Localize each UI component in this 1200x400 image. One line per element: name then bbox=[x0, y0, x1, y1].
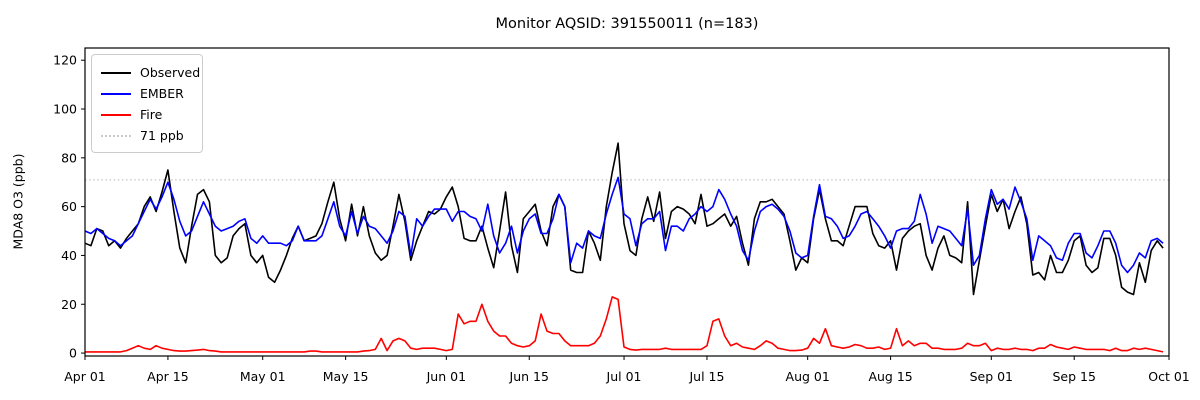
x-tick-label: Jun 01 bbox=[426, 369, 466, 384]
legend-label: 71 ppb bbox=[140, 128, 184, 143]
y-tick-label: 100 bbox=[53, 102, 77, 117]
legend-item-ember: EMBER bbox=[101, 83, 192, 104]
x-tick-label: Apr 01 bbox=[64, 369, 106, 384]
x-tick-label: Aug 01 bbox=[786, 369, 830, 384]
y-tick-label: 60 bbox=[61, 199, 77, 214]
x-tick-label: May 15 bbox=[323, 369, 369, 384]
x-tick-label: Aug 15 bbox=[868, 369, 912, 384]
observed-line bbox=[84, 142, 1164, 296]
chart-title: Monitor AQSID: 391550011 (n=183) bbox=[495, 16, 759, 32]
x-tick-label: Jul 01 bbox=[606, 369, 642, 384]
legend-line-sample bbox=[101, 113, 131, 116]
x-tick-label: Jun 15 bbox=[509, 369, 549, 384]
legend-line-sample bbox=[101, 134, 131, 137]
legend-item-71-ppb: 71 ppb bbox=[101, 125, 192, 146]
legend-item-fire: Fire bbox=[101, 104, 192, 125]
ember-line bbox=[84, 176, 1164, 274]
legend-label: Fire bbox=[140, 107, 163, 122]
y-tick-label: 80 bbox=[61, 150, 77, 165]
plot-frame bbox=[84, 47, 1170, 357]
legend-label: EMBER bbox=[140, 86, 184, 101]
legend-item-observed: Observed bbox=[101, 62, 200, 83]
x-tick-label: Sep 15 bbox=[1052, 369, 1095, 384]
x-tick-label: Jul 15 bbox=[688, 369, 724, 384]
legend-line-sample bbox=[101, 71, 131, 74]
y-tick-label: 20 bbox=[61, 297, 77, 312]
legend-label: Observed bbox=[140, 65, 201, 80]
x-tick-label: May 01 bbox=[240, 369, 286, 384]
y-tick-label: 0 bbox=[69, 346, 77, 361]
legend-line-sample bbox=[101, 92, 131, 95]
x-tick-label: Apr 15 bbox=[147, 369, 189, 384]
y-tick-label: 40 bbox=[61, 248, 77, 263]
legend: Observed EMBER Fire 71 ppb bbox=[91, 54, 203, 153]
fire-line bbox=[85, 296, 1164, 353]
x-tick-label: Oct 01 bbox=[1148, 369, 1190, 384]
x-tick-label: Sep 01 bbox=[970, 369, 1013, 384]
y-tick-label: 120 bbox=[53, 53, 77, 68]
